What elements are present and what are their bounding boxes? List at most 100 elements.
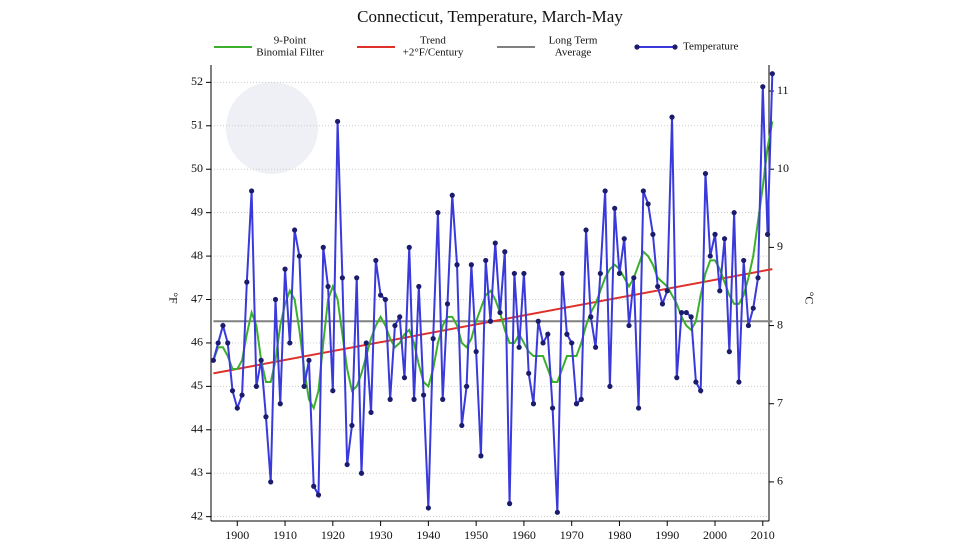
data-point — [225, 340, 231, 346]
data-point — [234, 405, 240, 411]
data-point — [282, 266, 288, 272]
y2-tick-label: 7 — [777, 395, 783, 409]
chart-title: Connecticut, Temperature, March-May — [357, 7, 623, 26]
data-point — [220, 322, 226, 329]
data-point — [535, 318, 541, 324]
data-point — [454, 262, 460, 268]
data-point — [377, 292, 384, 298]
data-point — [745, 322, 752, 329]
data-point — [258, 357, 264, 363]
data-point — [320, 244, 326, 250]
data-point — [764, 231, 771, 237]
y-tick-label: 46 — [191, 335, 203, 349]
data-point — [602, 188, 608, 194]
data-point — [583, 227, 589, 233]
x-tick-label: 2010 — [751, 528, 775, 542]
data-point — [473, 349, 479, 355]
data-point — [726, 349, 732, 355]
data-point — [253, 383, 259, 389]
data-point — [397, 314, 403, 320]
data-point — [545, 331, 551, 337]
data-point — [755, 275, 761, 281]
data-point — [506, 501, 513, 507]
data-point — [616, 270, 623, 277]
x-tick-label: 1900 — [225, 528, 249, 542]
data-point — [650, 231, 656, 237]
data-point — [215, 340, 221, 346]
y-tick-label: 43 — [191, 465, 203, 479]
data-point — [664, 288, 670, 294]
data-point — [530, 401, 537, 407]
data-point — [492, 240, 498, 246]
data-point — [325, 283, 331, 290]
data-point — [607, 383, 613, 389]
data-point — [707, 253, 713, 259]
x-tick-label: 1920 — [321, 528, 345, 542]
data-point — [659, 301, 666, 307]
data-point — [358, 470, 365, 476]
data-point — [712, 231, 718, 237]
data-point — [210, 357, 216, 363]
y2-tick-label: 9 — [777, 239, 783, 253]
data-point — [549, 405, 556, 411]
legend-marker — [634, 44, 640, 50]
data-point — [373, 257, 379, 264]
legend-marker — [672, 44, 678, 50]
data-point — [678, 309, 685, 316]
data-point — [688, 314, 694, 320]
x-tick-label: 1950 — [464, 528, 488, 542]
data-point — [406, 244, 412, 250]
data-point — [626, 322, 632, 329]
data-point — [674, 375, 680, 381]
data-point — [731, 210, 737, 216]
x-tick-label: 1980 — [607, 528, 631, 542]
x-tick-label: 1960 — [512, 528, 536, 542]
x-tick-label: 1940 — [416, 528, 440, 542]
data-point — [354, 275, 360, 281]
data-point — [588, 314, 594, 320]
legend-label: Average — [555, 47, 592, 59]
y-axis-label: °F — [166, 292, 180, 304]
data-point — [478, 453, 484, 459]
y-tick-label: 42 — [191, 508, 203, 522]
data-point — [516, 344, 522, 350]
legend-label: Binomial Filter — [256, 47, 324, 59]
y-tick-label: 50 — [191, 161, 203, 175]
data-point — [449, 192, 455, 198]
data-point — [335, 118, 341, 125]
data-point — [425, 505, 431, 511]
data-point — [249, 188, 255, 194]
data-point — [272, 296, 279, 303]
data-point — [645, 201, 651, 207]
y-tick-label: 52 — [191, 74, 203, 88]
data-point — [669, 114, 675, 120]
data-point — [717, 288, 723, 294]
data-point — [760, 84, 766, 90]
data-point — [721, 236, 728, 242]
legend-label: Trend — [420, 35, 446, 47]
data-point — [497, 309, 503, 316]
data-point — [698, 388, 704, 394]
data-point — [741, 257, 747, 264]
y-tick-label: 51 — [191, 118, 203, 132]
data-point — [292, 227, 298, 233]
legend-label: 9-Point — [274, 35, 306, 47]
data-point — [401, 375, 408, 381]
data-point — [349, 422, 355, 429]
data-point — [315, 492, 322, 498]
data-point — [463, 383, 470, 389]
y-tick-label: 49 — [191, 204, 203, 218]
data-point — [287, 340, 293, 346]
data-point — [277, 401, 283, 407]
y-tick-label: 44 — [191, 422, 203, 436]
data-point — [597, 270, 603, 277]
data-point — [693, 379, 699, 385]
y-tick-label: 48 — [191, 248, 203, 262]
data-point — [244, 279, 250, 285]
data-point — [683, 309, 689, 316]
x-tick-label: 1990 — [655, 528, 679, 542]
data-point — [444, 301, 451, 307]
data-point — [578, 396, 584, 402]
data-point — [592, 344, 599, 350]
